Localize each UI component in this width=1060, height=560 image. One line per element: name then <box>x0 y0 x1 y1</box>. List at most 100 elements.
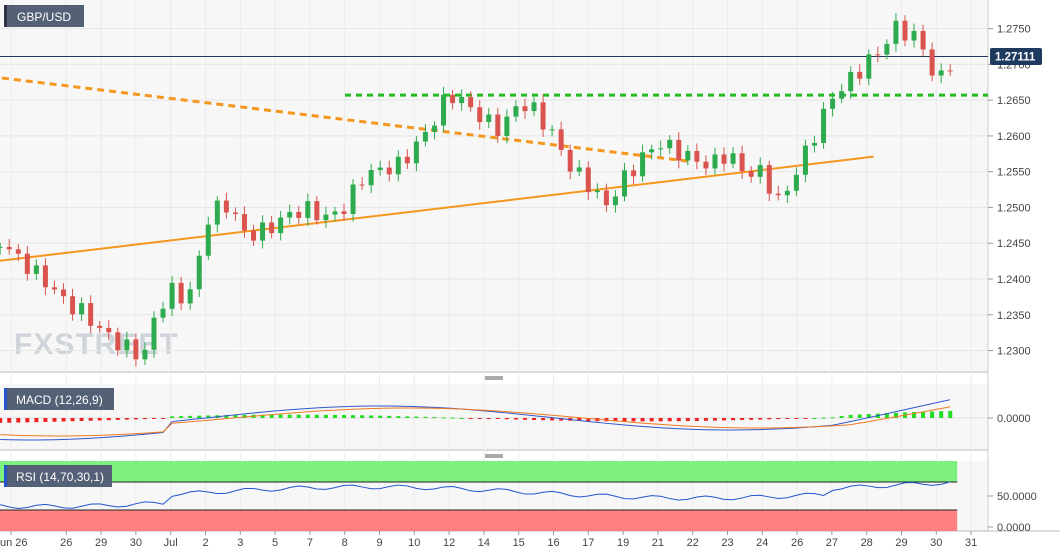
candle-body <box>51 287 57 290</box>
candle-body <box>667 139 673 149</box>
time-tick-label: 15 <box>513 537 525 549</box>
pane-resize-handle[interactable] <box>485 376 503 380</box>
macd-panel[interactable] <box>0 384 988 450</box>
candle-body <box>350 184 356 215</box>
candle-body <box>187 289 193 304</box>
candle-body <box>269 222 275 234</box>
macd-histogram-bar <box>133 418 138 420</box>
macd-histogram-bar <box>722 418 727 421</box>
price-tick-label: 1.2750 <box>997 24 1031 36</box>
candle-body <box>513 106 519 117</box>
time-tick-label: 23 <box>721 537 733 549</box>
time-tick-label: 30 <box>130 537 142 549</box>
macd-histogram-bar <box>161 418 166 419</box>
macd-histogram-bar <box>921 411 926 418</box>
macd-histogram-bar <box>486 418 491 419</box>
macd-histogram-bar <box>378 415 383 418</box>
time-tick-label: Jul <box>164 537 178 549</box>
macd-histogram-bar <box>16 418 21 423</box>
signal-line <box>0 406 951 437</box>
candle-body <box>332 211 338 215</box>
macd-histogram-bar <box>794 418 799 419</box>
macd-histogram-bar <box>586 418 591 422</box>
candle-body <box>721 154 727 164</box>
candle-body <box>603 190 609 206</box>
macd-badge[interactable]: MACD (12,26,9) <box>4 388 114 410</box>
candle-body <box>830 98 836 109</box>
macd-histogram-bar <box>912 412 917 418</box>
candle-body <box>848 71 854 92</box>
macd-histogram-bar <box>142 418 147 420</box>
macd-histogram-bar <box>577 418 582 421</box>
candle-body <box>540 102 546 130</box>
candle-body <box>594 190 600 193</box>
rsi-line <box>0 481 951 509</box>
macd-histogram-bar <box>88 418 93 421</box>
candle-body <box>802 145 808 175</box>
macd-histogram-bar <box>170 416 175 418</box>
price-panel[interactable] <box>0 0 988 372</box>
candle-body <box>459 97 465 104</box>
macd-histogram-bar <box>115 418 120 420</box>
time-tick-label: 3 <box>237 537 243 549</box>
macd-histogram-bar <box>233 415 238 418</box>
candle-body <box>875 54 881 56</box>
rsi-badge[interactable]: RSI (14,70,30,1) <box>4 465 112 487</box>
macd-histogram-bar <box>740 418 745 421</box>
time-tick-label: 14 <box>478 537 490 549</box>
macd-histogram-bar <box>830 417 835 419</box>
rsi-tick-label: 0.0000 <box>997 522 1031 534</box>
candle-body <box>377 167 383 171</box>
macd-histogram-bar <box>839 416 844 418</box>
time-tick-label: 24 <box>756 537 768 549</box>
macd-histogram-bar <box>206 415 211 418</box>
candle-body <box>42 265 48 288</box>
macd-histogram-bar <box>269 414 274 418</box>
time-tick-label: 31 <box>965 537 977 549</box>
time-tick-label: 27 <box>826 537 838 549</box>
pane-resize-handle[interactable] <box>485 454 503 458</box>
macd-histogram-bar <box>640 418 645 422</box>
candle-body <box>640 152 646 177</box>
candle-body <box>24 253 30 274</box>
macd-histogram-bar <box>731 418 736 421</box>
candle-body <box>812 142 817 146</box>
candle-body <box>839 91 845 99</box>
macd-histogram-bar <box>188 415 193 418</box>
time-tick-label: 21 <box>652 537 664 549</box>
candle-body <box>160 308 166 318</box>
time-tick-label: 5 <box>272 537 278 549</box>
candle-body <box>404 156 410 164</box>
macd-histogram-bar <box>242 414 247 418</box>
macd-histogram-bar <box>857 414 862 418</box>
macd-histogram-bar <box>785 418 790 419</box>
macd-histogram-bar <box>866 414 871 418</box>
candle-body <box>70 296 76 315</box>
candle-body <box>359 184 365 186</box>
candle-body <box>938 70 944 76</box>
macd-histogram-bar <box>685 418 690 422</box>
candle-body <box>296 211 302 218</box>
candle-body <box>649 149 655 153</box>
time-tick-label: 17 <box>582 537 594 549</box>
macd-histogram-bar <box>332 414 337 418</box>
watermark-logo: FXSTREET <box>14 328 179 361</box>
candle-body <box>558 129 564 150</box>
candle-body <box>902 20 908 41</box>
macd-histogram-bar <box>441 417 446 419</box>
macd-histogram-bar <box>197 415 202 418</box>
macd-histogram-bar <box>803 418 808 419</box>
candle-body <box>413 141 419 164</box>
macd-histogram-bar <box>360 415 365 418</box>
symbol-badge[interactable]: GBP/USD <box>4 5 84 27</box>
candle-body <box>685 150 691 161</box>
macd-histogram-bar <box>622 418 627 422</box>
candle-body <box>260 222 266 241</box>
candle-body <box>142 349 148 360</box>
candle-body <box>784 190 790 196</box>
macd-histogram-bar <box>513 418 518 420</box>
symbol-label: GBP/USD <box>17 10 71 24</box>
candle-body <box>739 153 745 172</box>
rsi-overbought-zone <box>0 461 958 482</box>
